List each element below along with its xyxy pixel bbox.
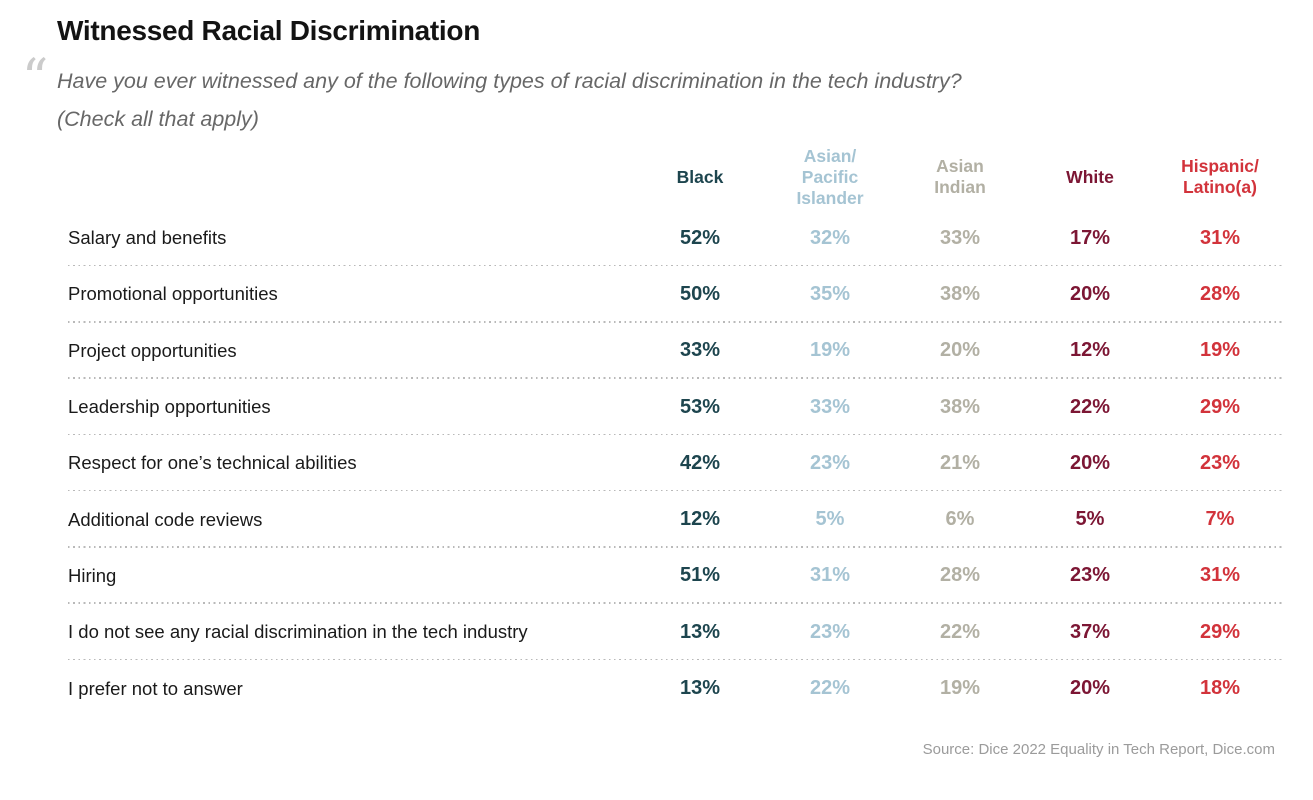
survey-question-line-1: Have you ever witnessed any of the follo… [57,69,962,93]
value-cell-black: 42% [679,451,721,474]
value-cell-hispanic-latino: 28% [1199,282,1241,305]
report-page: Witnessed Racial Discrimination “ Have y… [0,15,1313,800]
value-cell-asian-pacific-islander: 33% [809,395,851,418]
row-label: I do not see any racial discrimination i… [68,621,528,643]
value-cell-black: 50% [679,282,721,305]
table-row: Salary and benefits 52% 32% 33% 17% 31% [68,210,1285,267]
value-cell-hispanic-latino: 18% [1199,677,1241,700]
value-cell-white: 37% [1069,620,1111,643]
survey-question-text: Have you ever witnessed any of the follo… [57,62,962,138]
value-cell-black: 53% [679,395,721,418]
value-cell-hispanic-latino: 23% [1199,451,1241,474]
value-cell-asian-pacific-islander: 5% [815,508,845,531]
row-label: Promotional opportunities [68,283,278,305]
value-cell-asian-pacific-islander: 32% [809,226,851,249]
value-cell-asian-indian: 33% [939,226,981,249]
value-cell-hispanic-latino: 29% [1199,395,1241,418]
value-cell-black: 51% [679,564,721,587]
value-cell-white: 5% [1075,508,1105,531]
results-table: Black Asian/ Pacific Islander Asian Indi… [68,144,1285,717]
value-cell-asian-indian: 21% [939,451,981,474]
value-cell-asian-indian: 38% [939,282,981,305]
value-cell-hispanic-latino: 7% [1205,508,1235,531]
table-row: I prefer not to answer 13% 22% 19% 20% 1… [68,660,1285,716]
value-cell-white: 20% [1069,451,1111,474]
table-row: Promotional opportunities 50% 35% 38% 20… [68,266,1285,323]
row-label: Salary and benefits [68,227,227,249]
source-note: Source: Dice 2022 Equality in Tech Repor… [922,740,1275,758]
column-header-asian-pacific-islander: Asian/ Pacific Islander [796,145,864,208]
value-cell-white: 22% [1069,395,1111,418]
value-cell-white: 20% [1069,677,1111,700]
value-cell-black: 13% [679,677,721,700]
value-cell-white: 12% [1069,339,1111,362]
survey-question: “ Have you ever witnessed any of the fol… [13,49,1313,138]
value-cell-white: 23% [1069,564,1111,587]
value-cell-hispanic-latino: 29% [1199,620,1241,643]
value-cell-black: 13% [679,620,721,643]
row-label: Respect for one’s technical abilities [68,452,357,474]
column-header-black: Black [676,166,724,187]
value-cell-asian-indian: 19% [939,677,981,700]
value-cell-asian-pacific-islander: 23% [809,451,851,474]
value-cell-white: 17% [1069,226,1111,249]
quote-icon: “ [21,49,49,109]
value-cell-hispanic-latino: 31% [1199,564,1241,587]
table-row: Additional code reviews 12% 5% 6% 5% 7% [68,491,1285,549]
value-cell-asian-pacific-islander: 23% [809,620,851,643]
column-header-hispanic-latino: Hispanic/ Latino(a) [1181,156,1259,197]
value-cell-asian-indian: 28% [939,564,981,587]
table-header-row: Black Asian/ Pacific Islander Asian Indi… [68,144,1285,210]
row-label: Leadership opportunities [68,396,271,418]
column-header-white: White [1066,166,1114,187]
value-cell-asian-pacific-islander: 31% [809,564,851,587]
value-cell-hispanic-latino: 31% [1199,226,1241,249]
value-cell-hispanic-latino: 19% [1199,339,1241,362]
value-cell-asian-indian: 20% [939,339,981,362]
value-cell-asian-indian: 6% [945,508,975,531]
table-row: Project opportunities 33% 19% 20% 12% 19… [68,323,1285,380]
table-row: Leadership opportunities 53% 33% 38% 22%… [68,379,1285,436]
table-row: Hiring 51% 31% 28% 23% 31% [68,548,1285,605]
value-cell-asian-pacific-islander: 19% [809,339,851,362]
row-label: I prefer not to answer [68,677,243,699]
value-cell-black: 12% [679,508,721,531]
column-header-asian-indian: Asian Indian [934,156,986,197]
page-title: Witnessed Racial Discrimination [57,15,481,46]
row-label: Hiring [68,564,117,586]
table-row: I do not see any racial discrimination i… [68,604,1285,661]
value-cell-asian-pacific-islander: 35% [809,282,851,305]
survey-question-line-2: (Check all that apply) [57,107,259,131]
value-cell-white: 20% [1069,282,1111,305]
value-cell-asian-pacific-islander: 22% [809,677,851,700]
table-row: Respect for one’s technical abilities 42… [68,435,1285,492]
row-label: Additional code reviews [68,508,263,530]
row-label: Project opportunities [68,339,237,361]
value-cell-asian-indian: 38% [939,395,981,418]
value-cell-black: 33% [679,339,721,362]
value-cell-asian-indian: 22% [939,620,981,643]
value-cell-black: 52% [679,226,721,249]
